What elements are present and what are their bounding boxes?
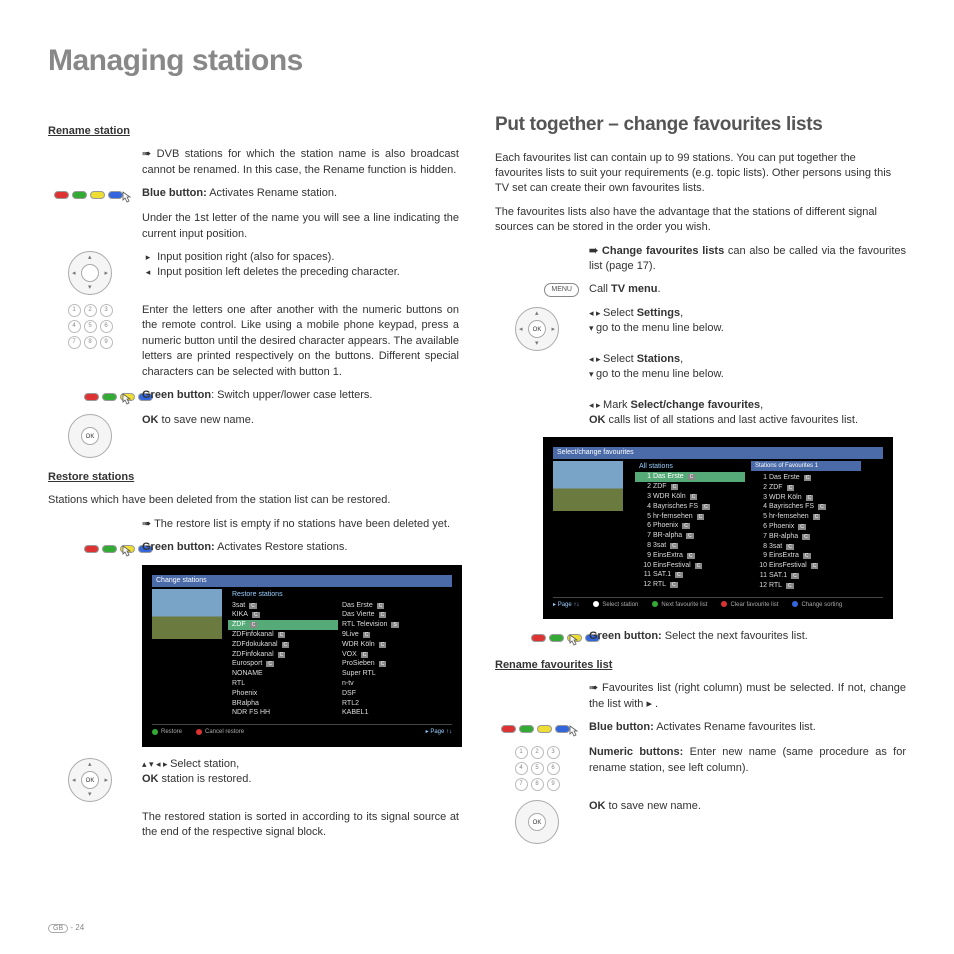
restore-empty-note: ➠ The restore list is empty if no statio… [142, 517, 459, 532]
dpad-ok-icon: OK [515, 800, 559, 844]
color-buttons-icon [54, 187, 132, 203]
ok-label: OK [142, 414, 159, 426]
ok-calls-text: calls list of all stations and last acti… [606, 414, 859, 426]
ok-save2-row: OK OK to save new name. [495, 799, 906, 844]
cursor-icon [569, 725, 579, 737]
color-buttons-icon [84, 389, 132, 405]
tv-thumbnail [553, 461, 623, 511]
green-button-label: Green button [142, 389, 211, 401]
input-right-text: Input position right (also for spaces). [157, 251, 334, 263]
restore-green-text: Activates Restore stations. [215, 541, 348, 553]
rename-fav-note: ➠ Favourites list (right column) must be… [589, 681, 906, 712]
rename-fav-header: Rename favourites list [495, 658, 906, 673]
page-footer: GB - 24 [48, 922, 84, 934]
cursor-icon [122, 191, 132, 203]
dpad-icon: OK ▴▾◂▸ [68, 758, 112, 802]
left-column: Rename station ➠ DVB stations for which … [48, 112, 459, 852]
ok-save2-text: to save new name. [606, 800, 701, 812]
green-button-row: Green button: Switch upper/lower case le… [48, 388, 459, 405]
restore-green-label: Green button: [142, 541, 215, 553]
select-station-text: Select station, [170, 758, 239, 770]
ok-save-row: OK OK to save new name. [48, 413, 459, 458]
dpad-icon: OK ▴▾◂▸ [515, 307, 559, 351]
color-buttons-icon [501, 721, 579, 737]
change-fav-note: ➠ Change favourites lists can also be ca… [589, 244, 906, 275]
cursor-icon [122, 545, 132, 557]
input-left-text: Input position left deletes the precedin… [157, 266, 400, 278]
dpad-ok-icon: OK [68, 414, 112, 458]
restore-intro: Stations which have been deleted from th… [48, 493, 459, 508]
ok-restored-text: station is restored. [159, 773, 252, 785]
cursor-icon [569, 634, 579, 646]
dpad-icon: ▴▾◂▸ [68, 251, 112, 295]
fav-intro1: Each favourites list can contain up to 9… [495, 151, 906, 197]
blue-button-text: Activates Rename station. [207, 187, 337, 199]
page-title: Managing stations [48, 40, 906, 82]
favourites-screenshot: Select/change favourites All stations 1 … [543, 437, 893, 619]
blue-button-label: Blue button: [142, 187, 207, 199]
select-station-row: OK ▴▾◂▸ ▴ ▾ ◂ ▸ Select station, OK stati… [48, 757, 459, 802]
tv-thumbnail [152, 589, 222, 639]
under-first-letter: Under the 1st letter of the name you wil… [142, 211, 459, 242]
restore-stations-header: Restore stations [48, 470, 459, 485]
goto-menu-1: go to the menu line below. [596, 322, 724, 334]
ok-restored-label: OK [142, 773, 159, 785]
green-next-text: Select the next favourites list. [662, 630, 808, 642]
dpad-input-row: ▴▾◂▸ ▸ Input position right (also for sp… [48, 250, 459, 295]
ok-save-text: to save new name. [159, 414, 254, 426]
goto-menu-2: go to the menu line below. [596, 368, 724, 380]
blue-fav-row: Blue button: Activates Rename favourites… [495, 720, 906, 737]
green-next-row: Green button: Select the next favourites… [495, 629, 906, 646]
numpad-icon: 123 456 789 [68, 304, 113, 349]
right-column: Put together – change favourites lists E… [495, 112, 906, 852]
blue-fav-text: Activates Rename favourites list. [654, 721, 816, 733]
numpad-icon: 123 456 789 [515, 746, 560, 791]
color-buttons-icon [531, 630, 579, 646]
restore-screenshot: Change stations Restore stations 3satCKI… [142, 565, 462, 747]
menu-button-icon: MENU [544, 283, 579, 297]
fav-intro2: The favourites lists also have the advan… [495, 205, 906, 236]
cursor-icon [122, 393, 132, 405]
numeric-row: 123 456 789 Numeric buttons: Enter new n… [495, 745, 906, 791]
numpad-row: 123 456 789 Enter the letters one after … [48, 303, 459, 380]
content-columns: Rename station ➠ DVB stations for which … [48, 112, 906, 852]
sorted-note: The restored station is sorted in accord… [142, 810, 459, 841]
blue-button-row: Blue button: Activates Rename station. [48, 186, 459, 203]
call-tv-menu: Call TV menu. [589, 282, 906, 297]
color-buttons-icon [84, 541, 132, 557]
favourites-title: Put together – change favourites lists [495, 112, 906, 139]
restore-green-row: Green button: Activates Restore stations… [48, 540, 459, 557]
green-button-text: : Switch upper/lower case letters. [211, 389, 372, 401]
enter-letters-text: Enter the letters one after another with… [142, 303, 459, 380]
rename-station-header: Rename station [48, 124, 459, 139]
rename-dvb-note: ➠ DVB stations for which the station nam… [142, 147, 459, 178]
